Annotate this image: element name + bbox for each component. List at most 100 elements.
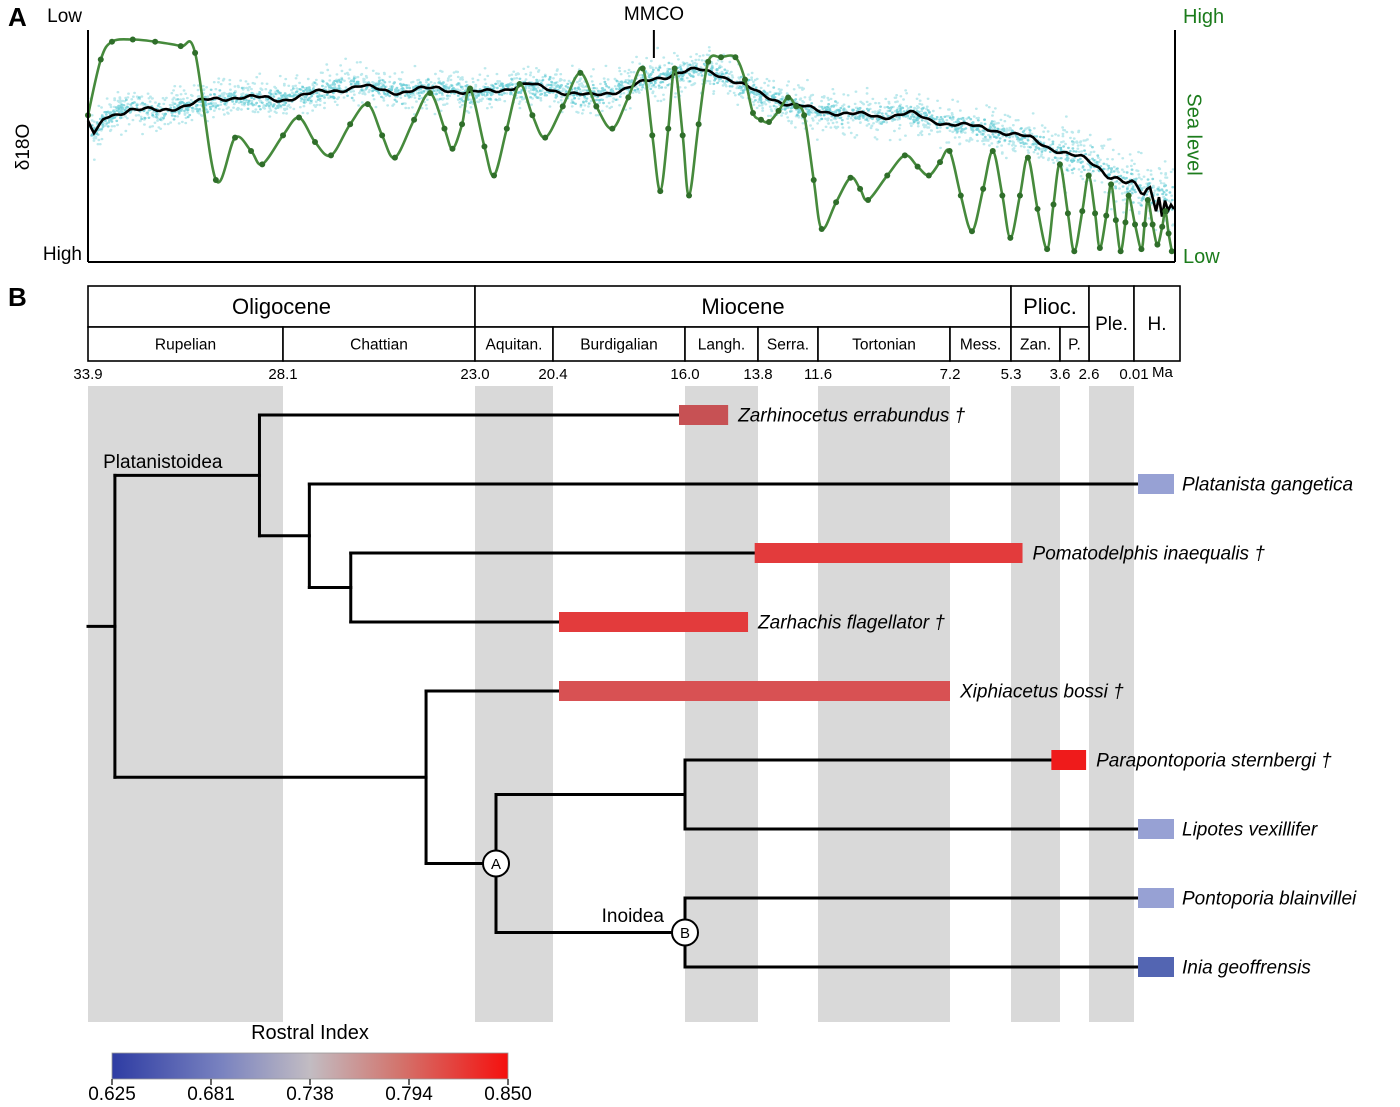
sea-level-marker	[639, 65, 646, 72]
sea-level-marker	[97, 56, 104, 63]
sea-level-marker	[1092, 210, 1099, 217]
node-marker-letter: B	[680, 925, 690, 942]
sea-level-marker	[391, 154, 398, 161]
sea-level-marker	[999, 192, 1006, 199]
sea-level-marker	[833, 199, 840, 206]
boundary-age-label: 11.6	[804, 366, 832, 383]
stage-name: Serra.	[767, 336, 809, 353]
sea-level-marker	[296, 114, 303, 121]
stage-name: Aquitan.	[486, 336, 543, 353]
boundary-age-label: 0.01	[1119, 366, 1148, 383]
sea-level-marker	[1162, 208, 1169, 215]
sea-level-marker	[503, 125, 510, 132]
taxon-range-bar	[1138, 819, 1174, 839]
sea-level-marker	[625, 94, 632, 101]
sea-level-marker	[1144, 197, 1151, 204]
sea-level-marker	[686, 192, 693, 199]
sea-level-marker	[665, 125, 672, 132]
clade-label: Inoidea	[602, 906, 665, 927]
stage-band	[88, 386, 283, 1022]
taxon-label: Pontoporia blainvillei	[1182, 889, 1357, 910]
sea-level-marker	[491, 172, 498, 179]
sea-level-marker	[925, 172, 932, 179]
panel-b-label: B	[8, 282, 27, 312]
node-marker-letter: A	[491, 856, 501, 873]
sea-level-marker	[481, 143, 488, 150]
sea-level-marker	[793, 103, 800, 110]
epoch-cell	[1088, 285, 1135, 362]
epoch-name: Ple.	[1095, 314, 1128, 335]
sea-level-marker	[695, 121, 702, 128]
stage-name: Zan.	[1020, 336, 1051, 353]
node-marker-a	[482, 849, 510, 878]
mmco-annotation: MMCO	[623, 4, 685, 25]
boundary-age-label: 3.6	[1050, 366, 1071, 383]
sea-level-axis-title: Sea level	[1182, 93, 1205, 176]
stage-cell	[1059, 326, 1090, 362]
sea-level-marker	[857, 185, 864, 192]
sea-level-marker	[741, 76, 748, 83]
boundary-age-label: 20.4	[538, 366, 567, 383]
stage-name: Chattian	[350, 336, 408, 353]
sea-level-marker	[810, 176, 817, 183]
epoch-cell	[1133, 285, 1181, 362]
sea-level-marker	[657, 188, 664, 195]
sea-level-marker	[379, 132, 386, 139]
sea-level-marker	[1168, 248, 1175, 255]
sea-level-marker	[705, 58, 712, 65]
sea-level-marker	[259, 161, 266, 168]
sea-level-marker	[411, 116, 418, 123]
stage-band	[1011, 386, 1060, 1022]
sea-level-marker	[765, 118, 772, 125]
sea-level-marker	[1024, 154, 1031, 161]
sea-level-marker	[946, 147, 953, 154]
sea-level-marker	[327, 152, 334, 159]
sea-level-marker	[593, 103, 600, 110]
boundary-age-label: 7.2	[940, 366, 961, 383]
sea-level-marker	[749, 110, 756, 117]
sea-level-curve	[86, 37, 1174, 253]
stage-band	[818, 386, 950, 1022]
boundary-age-label: 28.1	[268, 366, 297, 383]
sea-level-marker	[1149, 221, 1156, 228]
sea-level-marker	[1064, 210, 1071, 217]
sea-level-marker	[248, 147, 255, 154]
sea-level-marker	[347, 121, 354, 128]
sea-level-marker	[1034, 205, 1041, 212]
taxon-label: Zarhinocetus errabundus †	[737, 406, 966, 427]
sea-level-marker	[1108, 181, 1115, 188]
sea-level-axis-top-label: High	[1183, 6, 1225, 28]
stage-cell	[282, 326, 476, 362]
sea-level-marker	[311, 139, 318, 146]
sea-level-marker	[364, 101, 371, 108]
sea-level-marker	[1122, 219, 1129, 226]
sea-level-marker	[884, 172, 891, 179]
sea-level-marker	[1103, 212, 1110, 219]
sea-level-marker	[801, 112, 808, 119]
sea-level-marker	[937, 159, 944, 166]
sea-level-marker	[914, 163, 921, 170]
stage-name: Rupelian	[155, 336, 216, 353]
stage-name: P.	[1068, 336, 1081, 353]
d18o-mean-line	[86, 66, 1176, 217]
epoch-name: Miocene	[701, 294, 784, 319]
taxon-label: Lipotes vexillifer	[1182, 820, 1318, 841]
sea-level-marker	[818, 226, 825, 233]
sea-level-marker	[516, 81, 523, 88]
taxon-range-bar	[679, 405, 729, 425]
sea-level-marker	[1096, 244, 1103, 251]
stage-cell	[817, 326, 951, 362]
legend-tick-label: 0.850	[484, 1084, 532, 1105]
sea-level-marker	[542, 134, 549, 141]
sea-level-marker	[1071, 248, 1078, 255]
sea-level-marker	[280, 132, 287, 139]
boundary-age-label: 2.6	[1079, 366, 1100, 383]
sea-level-marker	[152, 38, 159, 45]
boundary-age-label: 23.0	[460, 366, 489, 383]
d18o-axis-bottom-label: High	[42, 244, 82, 265]
sea-level-marker	[108, 38, 115, 45]
d18o-scatter	[89, 46, 1175, 234]
sea-level-marker	[1132, 221, 1139, 228]
sea-level-marker	[957, 192, 964, 199]
